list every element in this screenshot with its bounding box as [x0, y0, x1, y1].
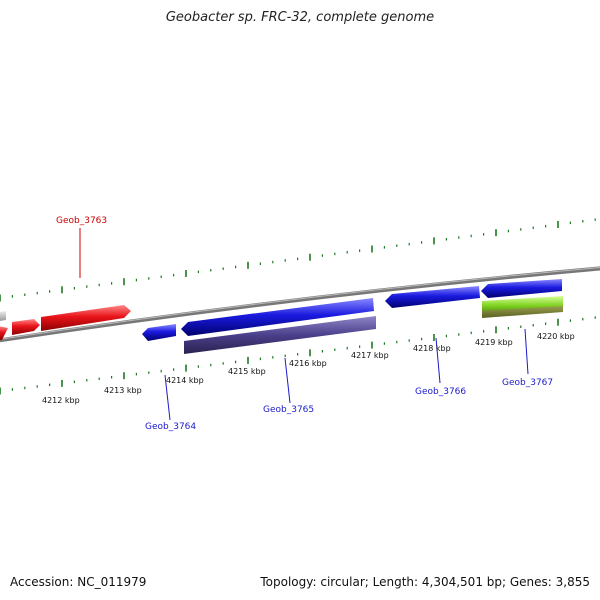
tick-label-4212: 4212 kbp: [42, 396, 80, 405]
tick-label-4216: 4216 kbp: [289, 359, 327, 368]
tick-label-4219: 4219 kbp: [475, 338, 513, 347]
gene-geob-3764-feature[interactable]: [142, 324, 176, 341]
gene-label-geob-3764[interactable]: Geob_3764: [145, 422, 196, 432]
gene-geob-3765-leader: [284, 357, 291, 404]
forward-track-ruler: [0, 218, 596, 302]
gene-label-geob-3766[interactable]: Geob_3766: [415, 387, 466, 397]
gene-geob-3767-feature[interactable]: [481, 279, 563, 318]
genome-summary-text: Topology: circular; Length: 4,304,501 bp…: [260, 575, 590, 589]
reverse-track-ruler: [0, 316, 596, 395]
tick-label-4214: 4214 kbp: [166, 376, 204, 385]
gene-label-geob-3767[interactable]: Geob_3767: [502, 378, 553, 388]
tick-label-4215: 4215 kbp: [228, 367, 266, 376]
genome-backbone: [0, 266, 600, 343]
gene-label-geob-3763[interactable]: Geob_3763: [56, 216, 107, 226]
gene-geob-3766-feature[interactable]: [385, 286, 480, 308]
gene-label-geob-3765[interactable]: Geob_3765: [263, 405, 314, 415]
tick-label-4217: 4217 kbp: [351, 351, 389, 360]
gene-geob-3766-leader: [435, 337, 441, 384]
gene-geob-3763-feature[interactable]: [0, 305, 131, 340]
gene-geob-3764-leader: [164, 374, 171, 421]
gene-geob-3765-feature[interactable]: [181, 298, 376, 354]
tick-label-4218: 4218 kbp: [413, 344, 451, 353]
gene-geob-3767-leader: [524, 328, 529, 375]
tick-label-4220: 4220 kbp: [537, 332, 575, 341]
tick-label-4213: 4213 kbp: [104, 386, 142, 395]
accession-text: Accession: NC_011979: [10, 575, 147, 589]
page-title: Geobacter sp. FRC-32, complete genome: [165, 10, 435, 25]
